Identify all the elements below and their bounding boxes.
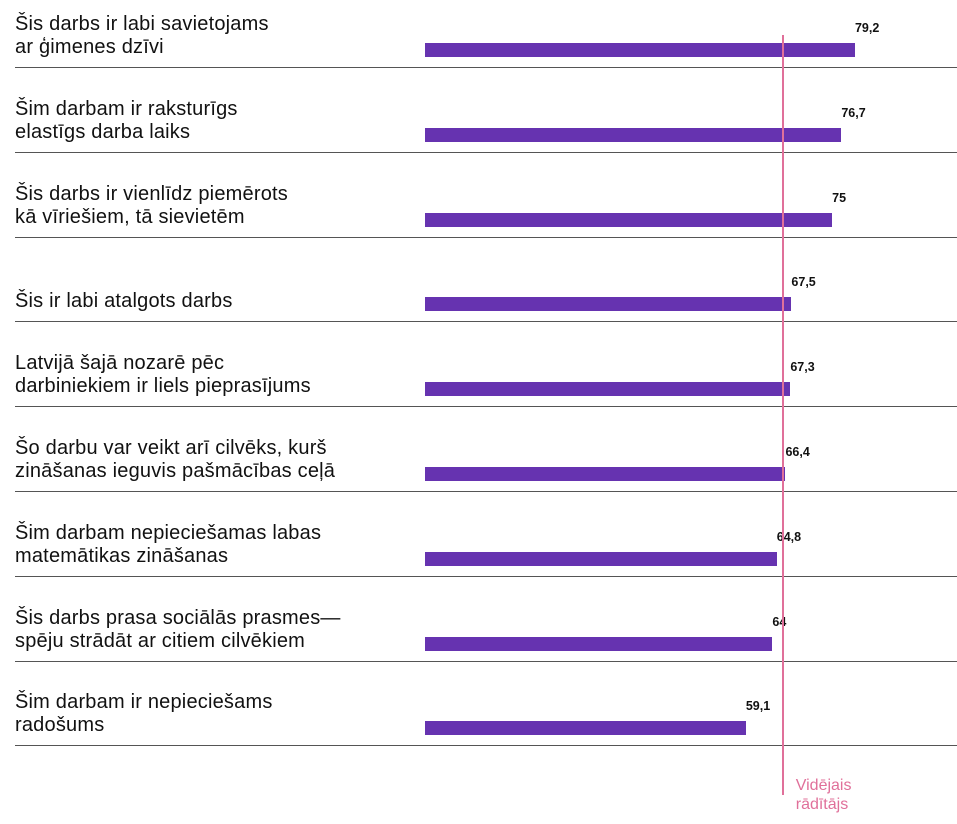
separator bbox=[15, 236, 957, 238]
bar bbox=[425, 382, 791, 397]
category-label: Šim darbam ir nepieciešams radošums bbox=[15, 691, 273, 737]
value-label: 67,3 bbox=[790, 360, 815, 375]
separator bbox=[15, 67, 957, 68]
value-label: 76,7 bbox=[841, 105, 866, 120]
category-label: Šim darbam nepieciešamas labas matemātik… bbox=[15, 521, 322, 567]
category-label: Šis darbs prasa sociālās prasmes— spēju … bbox=[15, 606, 341, 652]
bar bbox=[425, 551, 777, 566]
category-label: Šis darbs ir vienlīdz piemērots kā vīrie… bbox=[15, 182, 288, 228]
bar bbox=[425, 721, 746, 736]
category-label: Šis ir labi atalgots darbs bbox=[15, 290, 233, 313]
bar bbox=[425, 297, 792, 312]
separator bbox=[15, 575, 957, 577]
category-label: Šis darbs ir labi savietojams ar ģimenes… bbox=[15, 13, 269, 58]
bar bbox=[425, 636, 773, 651]
category-label: Šim darbam ir raksturīgs elastīgs darba … bbox=[15, 97, 238, 143]
bar bbox=[425, 127, 842, 142]
separator bbox=[15, 491, 957, 492]
value-label: 75 bbox=[832, 190, 847, 205]
value-label: 79,2 bbox=[854, 21, 880, 35]
category-label: Latvijā šajā nozarē pēc darbiniekiem ir … bbox=[15, 352, 311, 398]
average-label: Vidējais rādītājs bbox=[795, 777, 852, 813]
bar bbox=[425, 212, 833, 227]
value-label: 64 bbox=[772, 614, 787, 629]
bar bbox=[425, 467, 786, 481]
value-label: 64,8 bbox=[776, 529, 802, 544]
value-label: 59,1 bbox=[745, 699, 771, 714]
category-label: Šo darbu var veikt arī cilvēks, kurš zin… bbox=[15, 437, 336, 482]
separator bbox=[15, 745, 957, 747]
separator bbox=[15, 321, 957, 323]
separator bbox=[15, 151, 957, 153]
value-label: 66,4 bbox=[785, 445, 810, 459]
bar bbox=[425, 43, 855, 57]
value-label: 67,5 bbox=[791, 275, 816, 290]
separator bbox=[15, 406, 957, 408]
separator bbox=[15, 660, 957, 662]
average-line bbox=[781, 35, 784, 795]
